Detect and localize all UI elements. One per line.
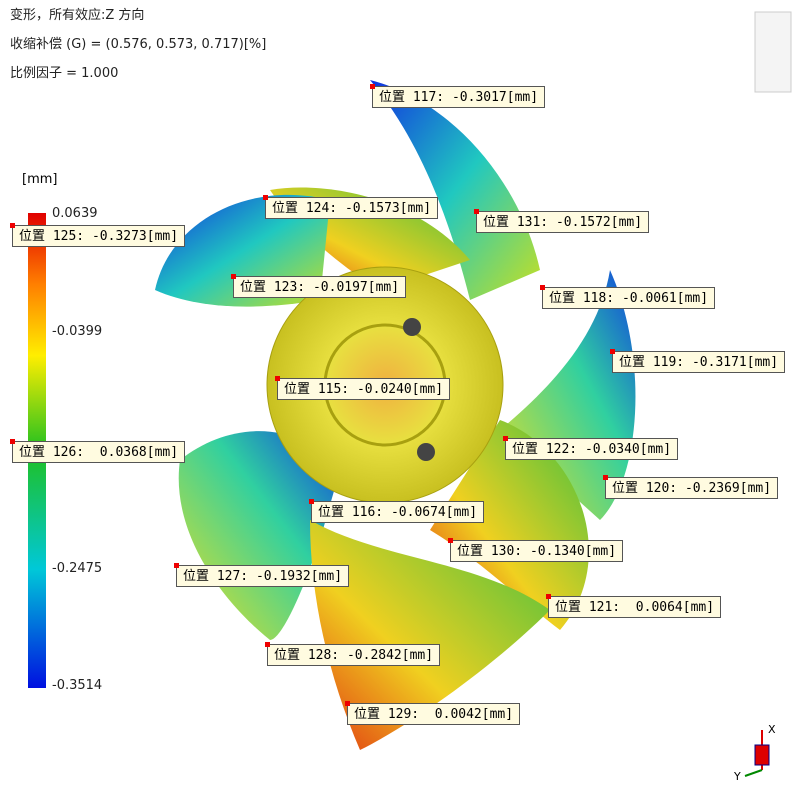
probe-label: 位置 129: 0.0042[mm]: [344, 701, 521, 725]
blade: [430, 420, 589, 630]
header-line: 收缩补偿 (G) = (0.576, 0.573, 0.717)[%]: [10, 37, 267, 52]
probe-label: 位置 127: -0.1932[mm]: [173, 563, 350, 587]
triad-box: [754, 744, 770, 766]
probe-label: 位置 131: -0.1572[mm]: [473, 209, 650, 233]
probe-label: 位置 120: -0.2369[mm]: [602, 475, 779, 499]
triad-x: X: [768, 723, 776, 736]
header-line: 比例因子 = 1.000: [10, 66, 119, 81]
legend-unit: [mm]: [22, 172, 57, 187]
probe-label: 位置 121: 0.0064[mm]: [545, 594, 722, 618]
axis-y: [744, 769, 763, 777]
legend-tick: -0.3514: [52, 678, 103, 693]
blade: [178, 431, 340, 640]
probe-label: 位置 128: -0.2842[mm]: [264, 642, 441, 666]
triad-y: Y: [733, 770, 741, 783]
hole: [417, 443, 435, 461]
blade: [310, 520, 550, 750]
hole: [403, 318, 421, 336]
probe-label: 位置 115: -0.0240[mm]: [274, 376, 451, 400]
header-line: 变形，所有效应:Z 方向: [10, 8, 145, 23]
blade: [370, 80, 540, 300]
probe-label: 位置 125: -0.3273[mm]: [9, 223, 186, 247]
probe-label: 位置 122: -0.0340[mm]: [502, 436, 679, 460]
probe-label: 位置 119: -0.3171[mm]: [609, 349, 786, 373]
probe-label: 位置 124: -0.1573[mm]: [262, 195, 439, 219]
probe-label: 位置 116: -0.0674[mm]: [308, 499, 485, 523]
legend-tick: -0.2475: [52, 561, 103, 576]
probe-label: 位置 118: -0.0061[mm]: [539, 285, 716, 309]
probe-label: 位置 117: -0.3017[mm]: [369, 84, 546, 108]
probe-label: 位置 130: -0.1340[mm]: [447, 538, 624, 562]
legend-tick: -0.0399: [52, 324, 103, 339]
view-cube: [754, 11, 792, 93]
legend-tick: 0.0639: [52, 206, 98, 221]
probe-label: 位置 123: -0.0197[mm]: [230, 274, 407, 298]
probe-label: 位置 126: 0.0368[mm]: [9, 439, 186, 463]
